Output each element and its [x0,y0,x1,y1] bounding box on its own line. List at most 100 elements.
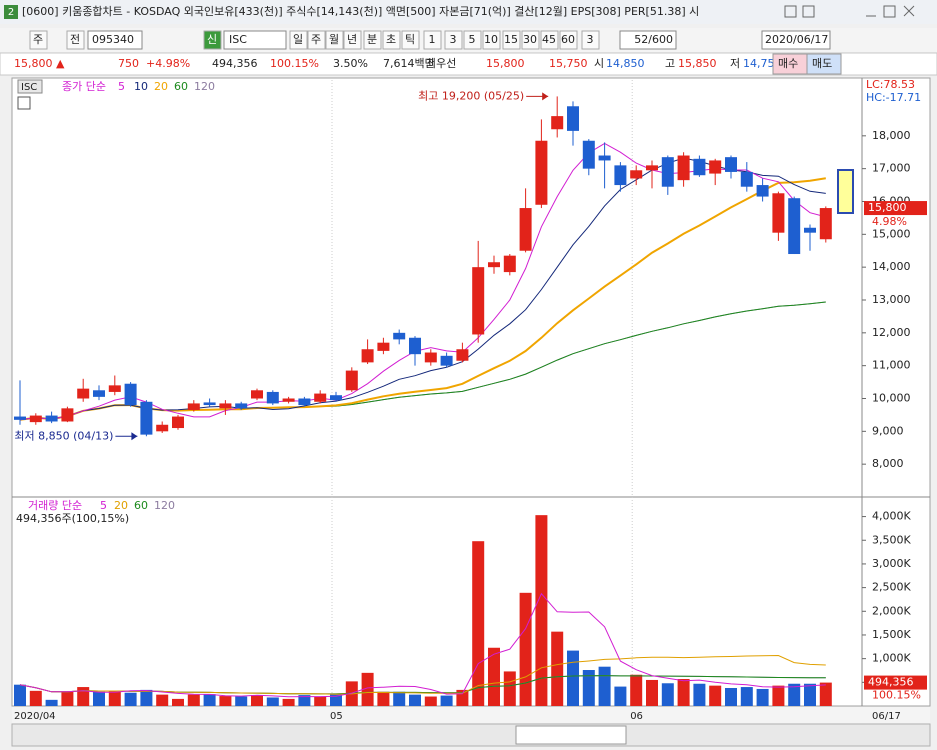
info-text: 100.15% [270,57,319,70]
input-box[interactable] [619,30,677,50]
toolbar-label[interactable]: 10 [484,33,498,46]
toolbar-label[interactable]: 45 [542,33,556,46]
window-number: 2 [8,7,14,18]
info-row [0,52,937,76]
input-box[interactable] [223,30,287,50]
close[interactable] [903,5,915,17]
input-box[interactable] [87,30,143,50]
toolbar-label[interactable]: 틱 [405,33,415,46]
toolbar-button[interactable] [581,30,600,50]
volume-bar [551,631,564,706]
volume-bar [203,694,216,706]
toolbar-label[interactable]: 5 [469,33,476,46]
toolbar-button[interactable] [502,30,521,50]
order-button[interactable] [806,53,842,75]
toolbar-label[interactable]: 095340 [92,33,134,46]
toolbar-label[interactable]: 1 [429,33,436,46]
legend-period: 5 [118,80,125,93]
info-text: 14,850 [606,57,645,70]
candle-body [361,349,374,363]
volume-bar [582,670,595,706]
candle-body [693,158,706,176]
arrow-head [131,432,138,441]
toolbar-label[interactable]: 주 [33,33,43,46]
price-label: 15,800 [868,201,907,214]
toolbar-label[interactable]: ISC [229,33,247,46]
candle-body [582,140,595,169]
y-tick-label: 2,000K [872,604,911,617]
volume-bar [472,541,485,706]
candle-body [61,408,74,422]
icon[interactable] [802,5,815,18]
info-text[interactable]: 매수 [778,57,798,70]
toolbar-button[interactable] [540,30,559,50]
candle-body [77,388,90,399]
y-tick-label: 18,000 [872,129,911,142]
candle-body [156,424,169,432]
toolbar-button[interactable] [521,30,540,50]
toolbar-label[interactable]: 52/600 [634,33,673,46]
y-tick-label: 3,000K [872,557,911,570]
y-tick-label: 17,000 [872,162,911,175]
volume-bar [819,682,832,706]
toolbar-label[interactable]: 년 [347,33,357,46]
toolbar-label[interactable]: 3 [587,33,594,46]
candle-body [251,390,263,399]
candle-body [756,185,769,197]
candle-body [456,349,469,361]
volume-bar [282,698,295,706]
toolbar-button[interactable] [482,30,501,50]
toolbar-button[interactable] [401,30,420,50]
toolbar-button[interactable] [29,30,48,50]
legend-period: 5 [100,499,107,512]
scrollbar[interactable] [11,723,931,747]
table-icon[interactable] [17,96,31,110]
volume-box [864,675,927,690]
toolbar-button[interactable] [559,30,578,50]
toolbar-button[interactable] [325,30,344,50]
toolbar-label[interactable]: 전 [70,33,80,46]
toolbar-button[interactable] [66,30,85,50]
toolbar-button[interactable] [382,30,401,50]
input-box[interactable] [761,30,831,50]
toolbar-button[interactable] [363,30,382,50]
volume-bar [756,688,769,706]
toolbar-label[interactable]: 월 [329,33,339,46]
volume-bar [140,689,153,706]
chart-panel [11,77,931,707]
annotation: 최저 8,850 (04/13) [14,429,113,442]
toolbar-button[interactable] [307,30,326,50]
candle-body [614,165,627,186]
toolbar-label[interactable]: 3 [450,33,457,46]
ma-line [19,142,826,421]
toolbar-button[interactable] [423,30,442,50]
toolbar-label[interactable]: 주 [311,33,321,46]
toolbar-label[interactable]: 분 [367,33,377,46]
icon[interactable] [883,5,896,18]
candle-body [472,267,485,335]
toolbar-label[interactable]: 신 [207,33,217,46]
toolbar-button[interactable] [343,30,362,50]
toolbar-button[interactable] [203,30,222,50]
candle-body [14,416,26,420]
toolbar-button[interactable] [444,30,463,50]
scroll-controls[interactable] [515,725,627,745]
candle-body [440,355,453,366]
toolbar-label[interactable]: 60 [561,33,575,46]
volume-bar [361,672,374,706]
toolbar-label[interactable]: 일 [293,32,303,46]
toolbar-label[interactable]: 2020/06/17 [765,33,828,46]
info-text[interactable]: 매도 [812,57,832,70]
toolbar-label[interactable]: 30 [523,33,537,46]
candle-body [677,155,690,181]
candle-body [298,398,311,406]
info-text: 15,800 ▲ [14,57,65,70]
toolbar-label[interactable]: 15 [504,33,518,46]
y-tick-label: 4,000K [872,510,911,523]
candle-body [788,198,801,255]
icon[interactable] [784,5,797,18]
toolbar-button[interactable] [289,30,308,50]
toolbar-label[interactable]: 초 [386,33,396,46]
toolbar-button[interactable] [463,30,482,50]
y-tick-label: 13,000 [872,293,911,306]
